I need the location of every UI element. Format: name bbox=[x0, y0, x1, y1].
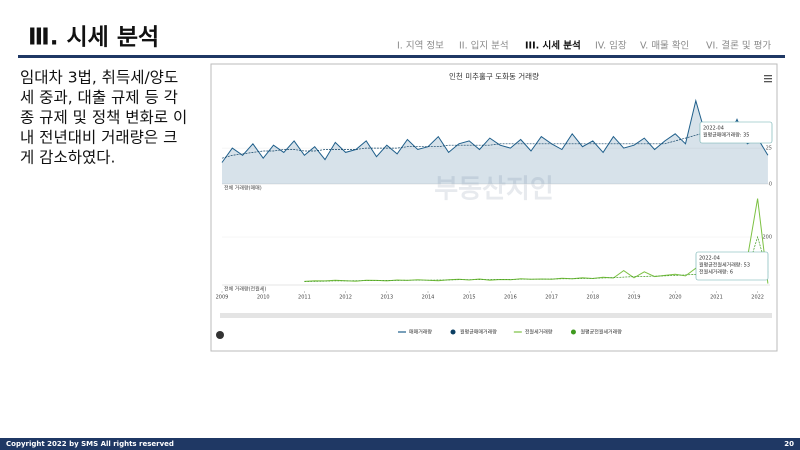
tooltip-text: 전월세거래량: 6 bbox=[699, 269, 733, 276]
x-tick-label: 2018 bbox=[586, 295, 599, 301]
panel-label: 전체 거래량(매매) bbox=[224, 185, 262, 192]
tooltip-text: 2022-04 bbox=[699, 256, 720, 262]
x-tick-label: 2014 bbox=[422, 295, 435, 301]
chart-title: 인천 미추홀구 도화동 거래량 bbox=[449, 71, 539, 81]
tooltip-text: 월평균매매거래량: 35 bbox=[703, 132, 749, 139]
watermark: 부동산지인 bbox=[434, 175, 554, 205]
legend-dot bbox=[450, 329, 456, 335]
x-tick-label: 2022 bbox=[751, 295, 764, 301]
series-line bbox=[221, 130, 768, 159]
tooltip-text: 2022-04 bbox=[703, 126, 724, 132]
copyright: Copyright 2022 by SMS All rights reserve… bbox=[6, 440, 174, 448]
body-text: 내 전년대비 거래량은 크 bbox=[20, 129, 177, 147]
series-line bbox=[221, 98, 769, 163]
legend-label: 월평균매매거래량 bbox=[460, 329, 497, 336]
footer-bar bbox=[0, 438, 800, 450]
x-tick-label: 2015 bbox=[463, 295, 476, 301]
chart-frame bbox=[210, 63, 778, 352]
x-tick-label: 2021 bbox=[710, 295, 723, 301]
body-text: 게 감소하였다. bbox=[20, 149, 115, 167]
title-rule bbox=[18, 55, 785, 58]
slide-title: Ⅲ. 시세 분석 bbox=[28, 25, 159, 51]
x-tick-label: 2009 bbox=[216, 295, 229, 301]
x-tick-label: 2016 bbox=[504, 295, 517, 301]
nav-item: II. 입지 분석 bbox=[459, 40, 509, 52]
tooltip bbox=[695, 251, 769, 281]
nav-item: VI. 결론 및 평가 bbox=[706, 40, 771, 52]
scrollbar[interactable] bbox=[220, 313, 772, 318]
panel-label: 전체 거래량(전월세) bbox=[224, 286, 266, 293]
page-number: 20 bbox=[784, 440, 794, 448]
legend-label: 전월세거래량 bbox=[525, 329, 553, 336]
x-tick-label: 2020 bbox=[669, 295, 682, 301]
x-tick-label: 2012 bbox=[339, 295, 352, 301]
x-tick-label: 2019 bbox=[628, 295, 641, 301]
body-text: 종 규제 및 정책 변화로 이 bbox=[20, 109, 187, 127]
series-line bbox=[304, 235, 769, 282]
y-tick-label: 0 bbox=[769, 182, 772, 188]
legend-dot bbox=[570, 329, 576, 335]
legend-label: 매매거래량 bbox=[409, 329, 432, 336]
x-tick-label: 2017 bbox=[545, 295, 558, 301]
legend-label: 월평균전월세거래량 bbox=[580, 329, 622, 336]
y-tick-label: 200 bbox=[762, 235, 772, 241]
nav-item: I. 지역 정보 bbox=[397, 41, 444, 52]
reset-icon[interactable] bbox=[216, 331, 224, 339]
x-tick-label: 2011 bbox=[298, 295, 311, 301]
tooltip bbox=[699, 121, 773, 144]
nav-item: V. 매물 확인 bbox=[640, 40, 689, 52]
body-text: 임대차 3법, 취득세/양도 bbox=[20, 69, 178, 87]
x-tick-label: 2013 bbox=[380, 295, 393, 301]
series-area bbox=[222, 100, 768, 184]
nav-item-active: III. 시세 분석 bbox=[525, 40, 581, 52]
x-tick-label: 2010 bbox=[257, 295, 270, 301]
tooltip-text: 월평균전월세거래량: 53 bbox=[699, 262, 750, 269]
menu-icon[interactable] bbox=[764, 75, 772, 83]
body-text: 세 중과, 대출 규제 등 각 bbox=[20, 89, 178, 107]
nav-item: IV. 임장 bbox=[595, 40, 627, 52]
y-tick-label: 25 bbox=[766, 146, 772, 152]
